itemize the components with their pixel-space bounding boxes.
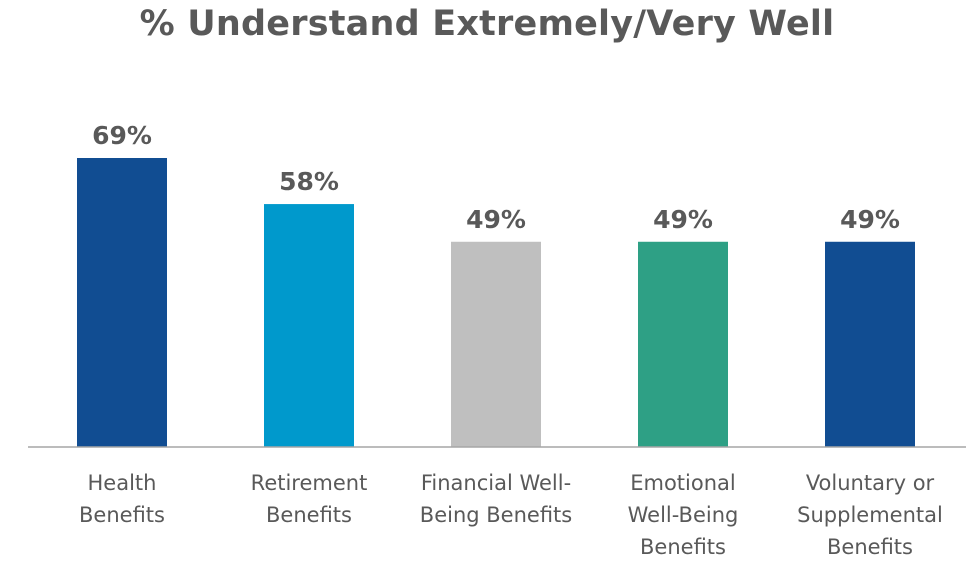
category-label-line: Supplemental	[797, 503, 943, 527]
bar-3	[451, 241, 541, 447]
value-label-4: 49%	[653, 205, 713, 234]
category-label-line: Financial Well-	[421, 471, 571, 495]
category-label-2: Retirement Benefits	[251, 471, 368, 527]
category-label-line: Benefits	[79, 503, 165, 527]
value-label-3: 49%	[466, 205, 526, 234]
category-label-line: Well-Being	[628, 503, 739, 527]
category-label-line: Retirement	[251, 471, 368, 495]
category-labels-layer: Health Benefits Retirement Benefits Financia…	[79, 471, 943, 559]
category-label-line: Benefits	[266, 503, 352, 527]
bar-5	[825, 241, 915, 447]
bar-2	[264, 204, 354, 447]
category-label-line: Being Benefits	[420, 503, 572, 527]
category-label-5: Voluntary or Supplemental Benefits	[797, 471, 943, 559]
value-label-1: 69%	[92, 121, 152, 150]
value-label-2: 58%	[279, 167, 339, 196]
value-label-5: 49%	[840, 205, 900, 234]
category-label-line: Benefits	[640, 535, 726, 559]
category-label-4: Emotional Well-Being Benefits	[628, 471, 739, 559]
bars-layer	[77, 158, 915, 447]
category-label-1: Health Benefits	[79, 471, 165, 527]
value-labels-layer: 69% 58% 49% 49% 49%	[92, 121, 900, 234]
category-label-line: Health	[88, 471, 157, 495]
bar-4	[638, 241, 728, 447]
category-label-line: Voluntary or	[806, 471, 935, 495]
category-label-line: Emotional	[630, 471, 736, 495]
category-label-3: Financial Well- Being Benefits	[420, 471, 572, 527]
bar-1	[77, 158, 167, 447]
category-label-line: Benefits	[827, 535, 913, 559]
chart-title: % Understand Extremely/Very Well	[139, 4, 835, 44]
